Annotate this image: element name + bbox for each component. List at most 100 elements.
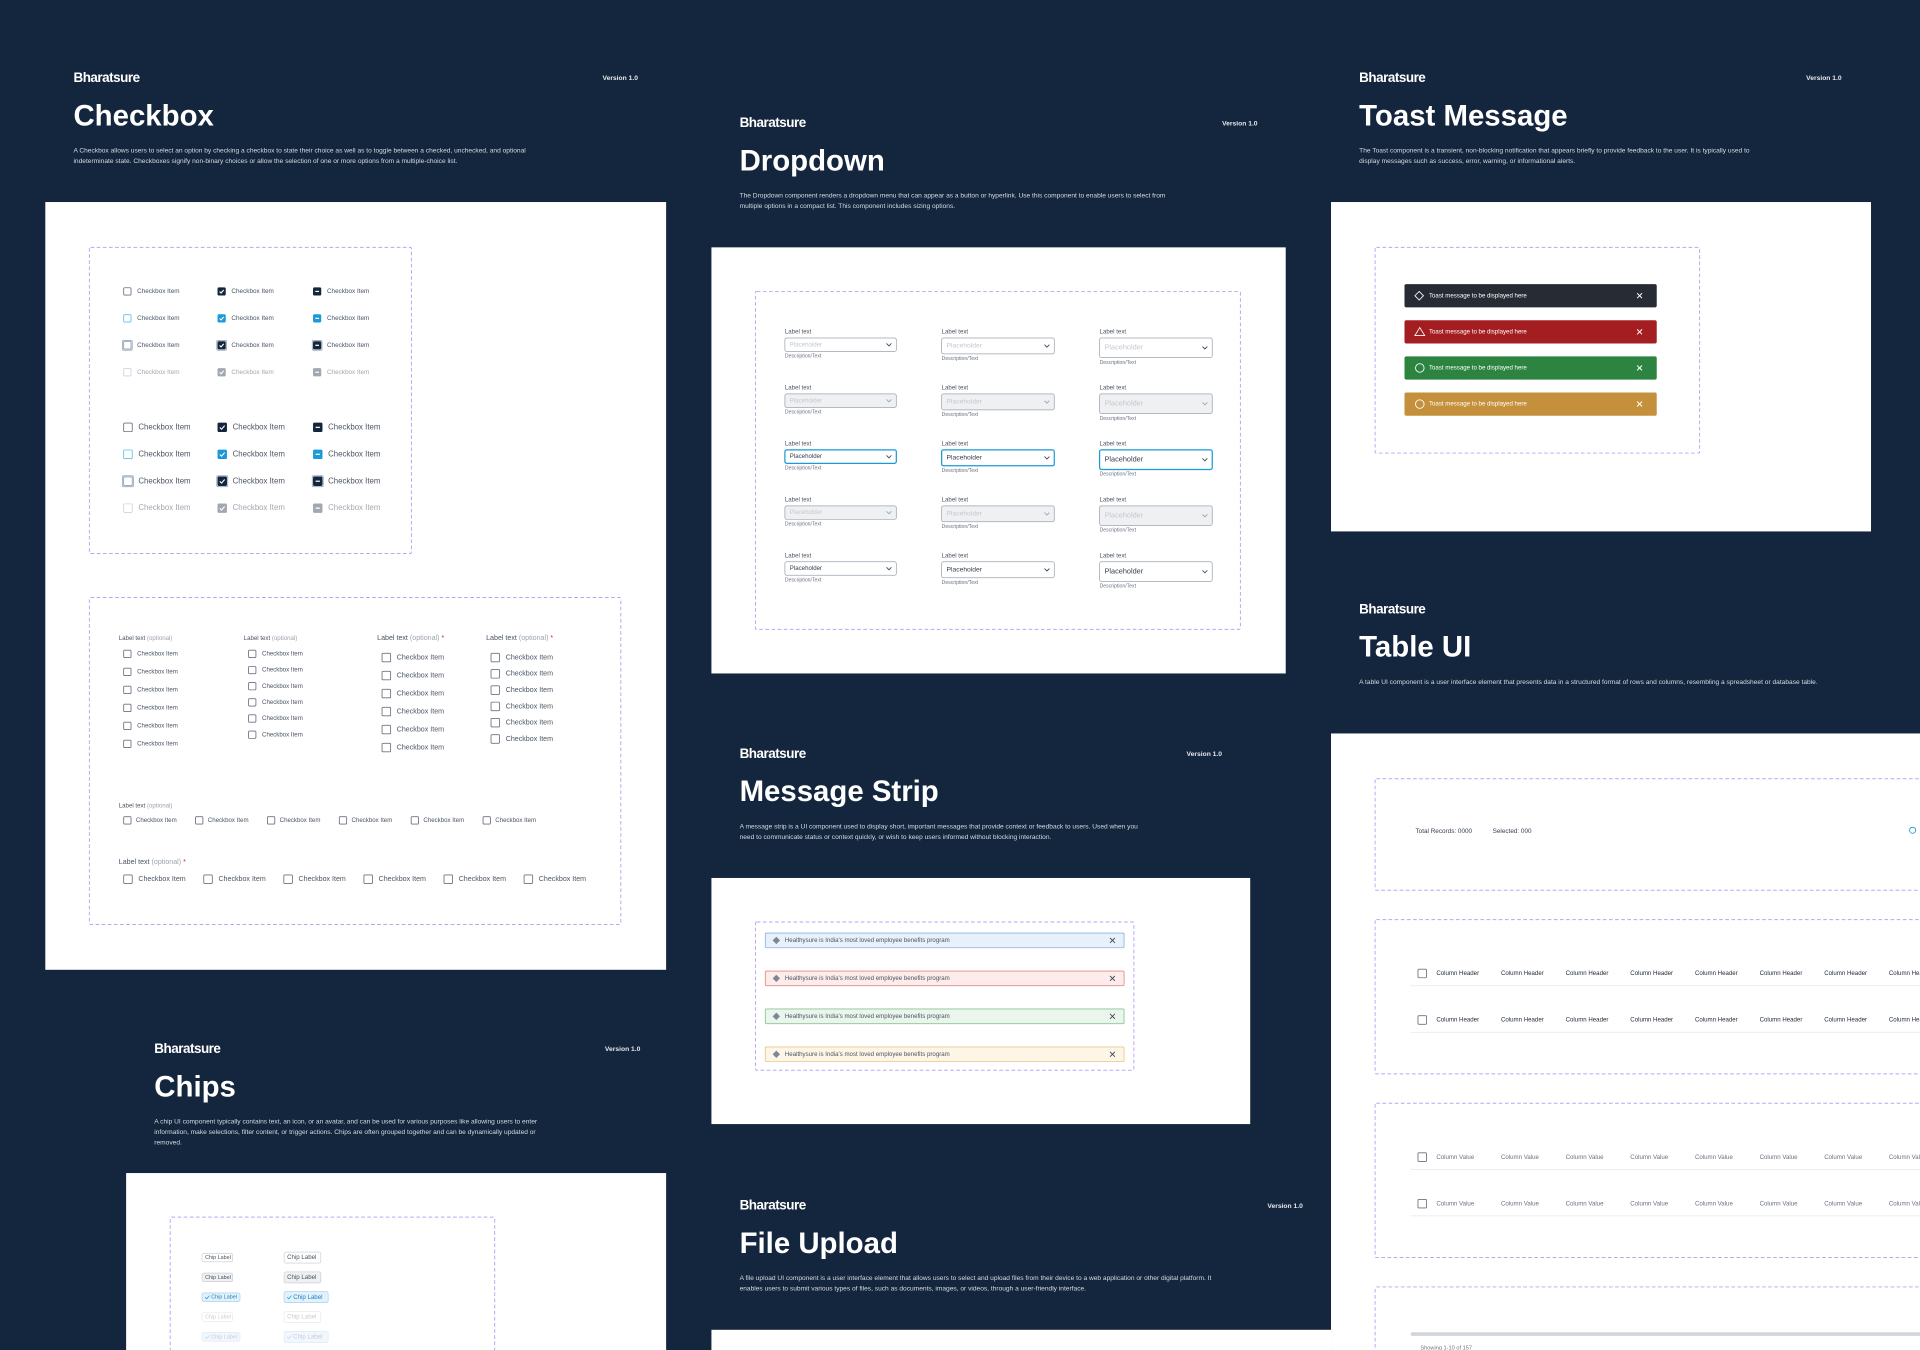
dropdown-description: Description/Text xyxy=(785,522,822,528)
dropdown-chevron xyxy=(1202,570,1208,574)
checkbox-label: Checkbox Item xyxy=(459,875,506,883)
dropdown-field xyxy=(941,393,1055,411)
group-label-required: * xyxy=(441,634,444,642)
checkbox-label: Checkbox Item xyxy=(328,503,380,512)
dashed-frame xyxy=(755,290,1241,630)
checkbox-label: Checkbox Item xyxy=(231,342,273,349)
version-label: Version 1.0 xyxy=(605,1046,641,1053)
checkbox-label: Checkbox Item xyxy=(539,875,586,883)
checkbox xyxy=(266,816,276,825)
dropdown-description: Description/Text xyxy=(942,412,979,418)
group-label: Label text (optional) * xyxy=(377,634,444,642)
toast-message: Toast message to be displayed here xyxy=(1429,292,1527,299)
dropdown-label: Label text xyxy=(1100,328,1127,335)
toast xyxy=(1404,356,1657,380)
group-label-optional: (optional) xyxy=(272,635,297,642)
brand-logo: Bharatsure xyxy=(154,1041,221,1056)
column-header: Column Header xyxy=(1436,1017,1479,1024)
chip-check xyxy=(286,1295,292,1300)
checkbox-check xyxy=(219,506,226,511)
dropdown-chevron xyxy=(1044,344,1050,348)
column-header: Column Header xyxy=(1630,970,1673,977)
dropdown-label: Label text xyxy=(942,496,969,503)
checkbox-label: Checkbox Item xyxy=(138,476,190,485)
column-header: Column Header xyxy=(1501,970,1544,977)
table-selected: Selected: 000 xyxy=(1493,828,1532,835)
checkbox-label: Checkbox Item xyxy=(397,689,444,697)
message-strip-close xyxy=(1109,1051,1116,1058)
dropdown-description: Description/Text xyxy=(785,466,822,472)
message-strip-close xyxy=(1109,1013,1116,1020)
version-label: Version 1.0 xyxy=(1187,751,1223,758)
checkbox xyxy=(217,449,227,459)
checkbox xyxy=(217,476,227,486)
brand-logo: Bharatsure xyxy=(740,746,807,761)
checkbox-label: Checkbox Item xyxy=(328,422,380,431)
column-value: Column Value xyxy=(1436,1154,1475,1161)
chip xyxy=(283,1251,322,1264)
table-footer: Showing 1-10 of 157 xyxy=(1420,1346,1472,1350)
dropdown-chevron xyxy=(886,343,892,347)
section-description: The Toast component is a transient, non-… xyxy=(1359,147,1750,154)
section-description: multiple options in a compact list. This… xyxy=(740,203,956,210)
message-strip xyxy=(764,970,1125,987)
message-strip-icon xyxy=(772,936,780,945)
checkbox xyxy=(363,874,373,884)
dropdown-placeholder: Placeholder xyxy=(790,341,822,348)
dropdown-field xyxy=(1098,449,1213,471)
dropdown-placeholder: Placeholder xyxy=(790,509,822,516)
checkbox xyxy=(248,682,257,691)
checkbox-label: Checkbox Item xyxy=(231,315,273,322)
toast-close xyxy=(1636,329,1643,335)
checkbox xyxy=(217,287,226,296)
column-header: Column Header xyxy=(1630,1017,1673,1024)
checkbox xyxy=(381,742,392,753)
group-label: Label text (optional) xyxy=(119,802,173,809)
column-value: Column Value xyxy=(1889,1154,1920,1161)
dashed-frame xyxy=(1374,246,1701,454)
section-description: A Checkbox allows users to select an opt… xyxy=(73,147,526,154)
chip xyxy=(201,1312,233,1322)
checkbox xyxy=(123,503,133,513)
checkbox-label: Checkbox Item xyxy=(397,671,444,679)
checkbox xyxy=(217,503,227,513)
checkbox xyxy=(410,816,419,825)
checkbox-label: Checkbox Item xyxy=(262,715,303,722)
dropdown-placeholder: Placeholder xyxy=(947,511,983,518)
dashed-frame xyxy=(1374,1102,1920,1259)
group-label-optional: (optional) xyxy=(410,634,440,642)
toast-icon xyxy=(1415,399,1425,409)
chip-label: Chip Label xyxy=(205,1314,231,1320)
checkbox-label: Checkbox Item xyxy=(138,503,190,512)
dropdown-field xyxy=(941,449,1055,467)
section-description: need to communicate status or context qu… xyxy=(740,834,1052,841)
checkbox-label: Checkbox Item xyxy=(137,342,179,349)
dropdown-description: Description/Text xyxy=(1100,528,1137,534)
section-title: Checkbox xyxy=(73,99,214,132)
checkbox-label: Checkbox Item xyxy=(352,817,393,824)
dropdown-chevron xyxy=(886,567,892,571)
chip xyxy=(283,1271,322,1284)
dropdown-placeholder: Placeholder xyxy=(790,397,822,404)
dropdown-label: Label text xyxy=(785,496,812,503)
checkbox xyxy=(123,341,132,350)
message-strip-icon xyxy=(772,1012,780,1020)
dropdown-chevron xyxy=(1044,568,1050,572)
checkbox xyxy=(283,874,293,884)
checkbox-check xyxy=(219,370,225,375)
chip-check xyxy=(204,1295,210,1300)
chip xyxy=(201,1292,241,1302)
dropdown-field xyxy=(941,561,1055,579)
section-description: A table UI component is a user interface… xyxy=(1359,679,1818,686)
dropdown-field xyxy=(941,337,1055,355)
group-label-text: Label text xyxy=(244,635,271,642)
checkbox-label: Checkbox Item xyxy=(208,817,249,824)
brand-logo: Bharatsure xyxy=(73,70,140,85)
toast-message: Toast message to be displayed here xyxy=(1429,328,1527,335)
chip-label: Chip Label xyxy=(293,1334,322,1341)
checkbox-label: Checkbox Item xyxy=(506,735,553,743)
checkbox-label: Checkbox Item xyxy=(262,731,303,738)
message-strip-text: Healthysure is India's most loved employ… xyxy=(785,937,950,944)
checkbox-label: Checkbox Item xyxy=(299,875,346,883)
